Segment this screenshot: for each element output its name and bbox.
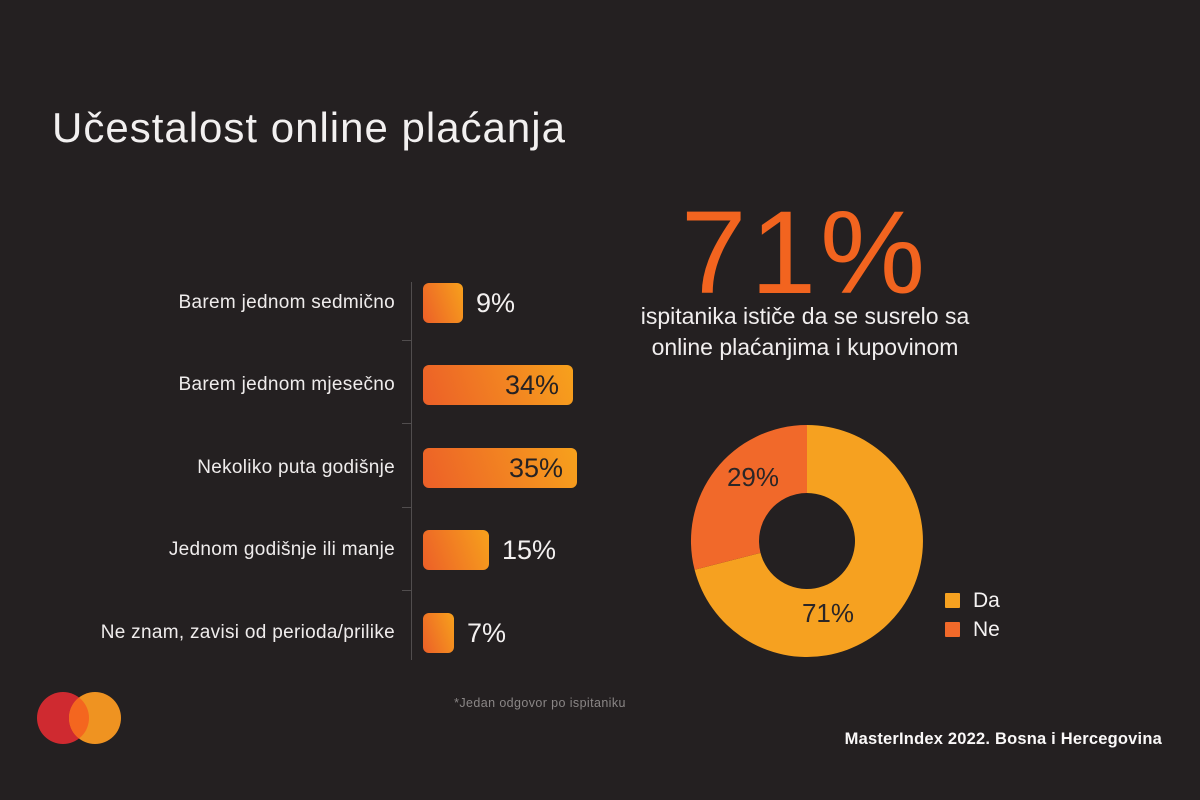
donut-legend: Da Ne	[945, 588, 1000, 646]
bar-category-label: Nekoliko puta godišnje	[197, 457, 395, 478]
donut-label-da: 71%	[801, 598, 855, 628]
legend-label: Ne	[973, 617, 1000, 641]
bar-chart-axis	[411, 282, 412, 660]
donut-chart	[690, 425, 923, 657]
bar	[423, 530, 489, 570]
axis-tick	[402, 590, 412, 591]
bar-value-label: 35%	[508, 452, 563, 483]
bar	[423, 283, 463, 323]
legend-label: Da	[973, 588, 1000, 612]
legend-swatch	[945, 622, 960, 637]
legend-row: Da	[945, 588, 1000, 613]
axis-tick	[402, 423, 412, 424]
stat-description-line2: online plaćanjima i kupovinom	[651, 334, 959, 361]
footnote: *Jedan odgovor po ispitaniku	[454, 696, 626, 710]
donut-segment-da	[694, 425, 923, 657]
legend-swatch	[945, 593, 960, 608]
bar: 35%	[423, 448, 577, 488]
bar-value-label: 15%	[502, 534, 557, 565]
stat-number: 71%	[680, 187, 930, 319]
bar-category-label: Jednom godišnje ili manje	[168, 539, 395, 560]
axis-tick	[402, 340, 412, 341]
axis-tick	[402, 507, 412, 508]
donut-segment-ne	[690, 425, 807, 570]
donut-label-ne: 29%	[726, 462, 780, 492]
legend-row: Ne	[945, 617, 1000, 642]
bar-category-label: Barem jednom sedmično	[178, 292, 395, 313]
bar-chart: Barem jednom sedmično 9% Barem jednom mjes…	[100, 282, 577, 660]
page-title: Učestalost online plaćanja	[52, 104, 566, 151]
mastercard-overlap	[69, 692, 89, 744]
stat-description: ispitanika ističe da se susrelo sa onlin…	[600, 301, 1010, 363]
bar-category-label: Ne znam, zavisi od perioda/prilike	[100, 622, 395, 643]
bar-category-label: Barem jednom mjesečno	[178, 374, 395, 395]
mastercard-logo	[37, 692, 121, 744]
bar-value-label: 9%	[476, 287, 516, 318]
bar	[423, 613, 454, 653]
bar: 34%	[423, 365, 573, 405]
stat-description-line1: ispitanika ističe da se susrelo sa	[640, 303, 970, 329]
bar-value-label: 7%	[467, 617, 507, 648]
bar-value-label: 34%	[504, 369, 559, 400]
attribution: MasterIndex 2022. Bosna i Hercegovina	[844, 730, 1162, 748]
